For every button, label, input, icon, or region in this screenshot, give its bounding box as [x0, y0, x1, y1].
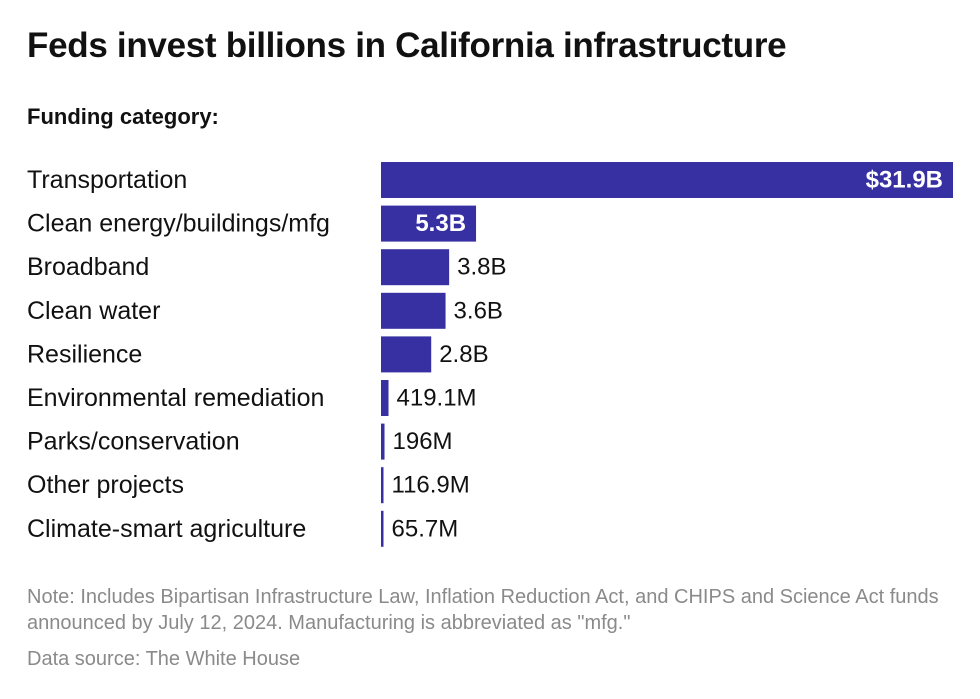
bar — [381, 336, 432, 373]
category-label: Broadband — [27, 253, 149, 281]
data-source: Data source: The White House — [27, 648, 301, 670]
bar — [381, 510, 384, 547]
chart-title: Feds invest billions in California infra… — [27, 26, 787, 65]
category-label: Transportation — [27, 166, 187, 194]
category-label: Clean water — [27, 297, 160, 325]
category-label: Clean energy/buildings/mfg — [27, 210, 330, 238]
value-label: 116.9M — [392, 472, 470, 499]
value-label: $31.9B — [866, 167, 943, 194]
bar — [381, 467, 384, 504]
category-label: Resilience — [27, 340, 142, 368]
chart-subtitle: Funding category: — [27, 104, 219, 129]
value-label: 196M — [393, 428, 453, 455]
bar — [381, 423, 385, 460]
value-label: 65.7M — [392, 515, 459, 542]
value-label: 3.6B — [454, 297, 503, 324]
bar — [381, 162, 953, 198]
value-label: 3.8B — [457, 254, 506, 281]
bar — [381, 292, 446, 329]
bar — [381, 249, 450, 286]
category-label: Other projects — [27, 471, 184, 499]
category-label: Climate-smart agriculture — [27, 515, 306, 543]
bar — [381, 380, 389, 416]
value-label: 419.1M — [397, 385, 477, 412]
bar — [381, 205, 477, 242]
value-label: 5.3B — [415, 210, 466, 237]
chart-note: Note: Includes Bipartisan Infrastructure… — [27, 586, 939, 634]
value-label: 2.8B — [439, 341, 488, 368]
category-label: Parks/conservation — [27, 428, 240, 456]
bar-chart: Transportation $31.9B Clean energy/buildin… — [27, 162, 953, 547]
category-label: Environmental remediation — [27, 384, 324, 412]
